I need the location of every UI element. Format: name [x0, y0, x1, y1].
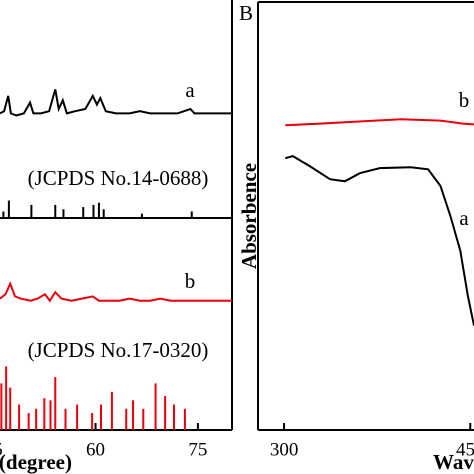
- x-tick-label: 75: [188, 439, 207, 460]
- series-label: a: [185, 78, 195, 102]
- x-axis-label: Wavelength (nm): [433, 450, 474, 474]
- series-line: [0, 89, 232, 117]
- series-label: (JCPDS No.14-0688): [28, 166, 209, 190]
- series-line: [285, 118, 474, 127]
- x-tick-label: 300: [270, 439, 299, 460]
- x-tick-label: 450: [456, 439, 474, 460]
- panel-label: B: [239, 1, 253, 25]
- series-line: [0, 281, 232, 303]
- x-tick-label: 60: [86, 439, 105, 460]
- y-axis-label: Absorbence: [237, 163, 261, 269]
- series-line: [285, 155, 474, 326]
- series-label: a: [459, 206, 469, 230]
- series-label: b: [185, 269, 196, 293]
- series-label: b: [459, 88, 470, 112]
- x-tick-label: 45: [0, 439, 3, 460]
- series-label: (JCPDS No.17-0320): [28, 338, 209, 362]
- x-axis-label: 2θ (degree): [0, 450, 72, 474]
